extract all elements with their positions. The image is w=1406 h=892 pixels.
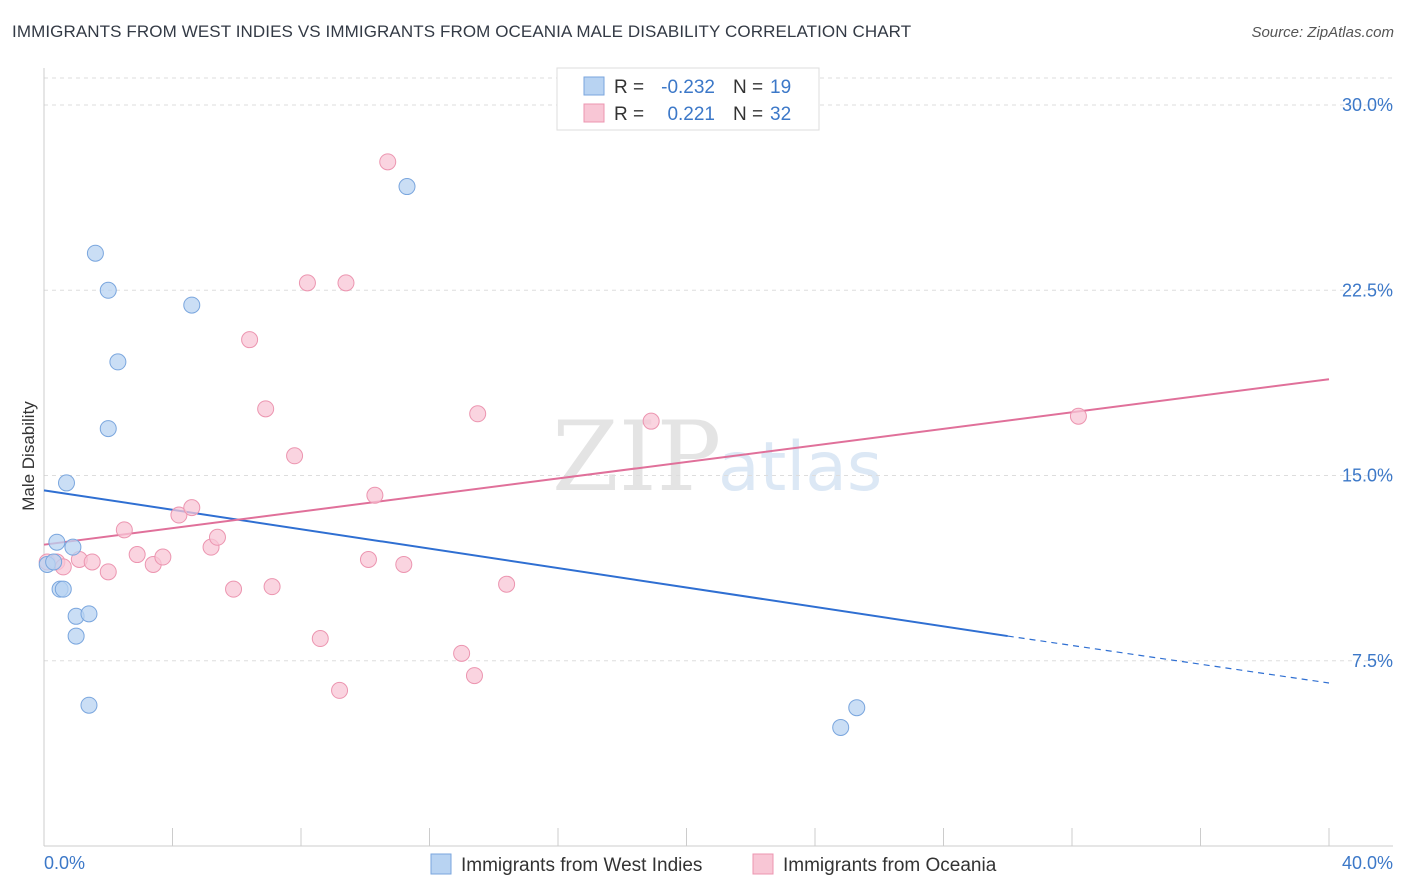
source-label: Source: ZipAtlas.com [1251, 24, 1394, 41]
series-legend: Immigrants from West Indies Immigrants f… [430, 853, 997, 876]
point-west-indies [64, 538, 82, 556]
y-tick-label: 30.0% [1342, 95, 1393, 115]
point-oceania [208, 528, 226, 546]
point-west-indies [57, 474, 75, 492]
point-oceania [225, 580, 243, 598]
point-oceania [379, 153, 397, 171]
point-oceania [337, 274, 355, 292]
point-oceania [469, 405, 487, 423]
y-tick-label: 15.0% [1342, 466, 1393, 486]
point-oceania [257, 400, 275, 418]
point-oceania [395, 555, 413, 573]
point-west-indies [183, 296, 201, 314]
y-axis-tick-labels: 7.5% 15.0% 22.5% 30.0% [1342, 95, 1393, 671]
trend-line-west-indies-extension [1007, 635, 1330, 684]
legend-n-value-1: 19 [770, 77, 791, 98]
point-oceania [311, 630, 329, 648]
point-west-indies [67, 627, 85, 645]
point-oceania [286, 447, 304, 465]
watermark-zip: ZIP [552, 401, 721, 513]
point-oceania [1069, 407, 1087, 425]
trend-line-west-indies [43, 489, 1008, 638]
point-oceania [183, 499, 201, 517]
point-west-indies [86, 244, 104, 262]
point-west-indies [99, 420, 117, 438]
point-oceania [154, 548, 172, 566]
data-points [38, 153, 1087, 736]
legend-swatch-blue [583, 76, 605, 96]
point-west-indies [832, 718, 850, 736]
point-west-indies [45, 553, 63, 571]
chart-title: IMMIGRANTS FROM WEST INDIES VS IMMIGRANT… [12, 22, 912, 41]
y-tick-label: 22.5% [1342, 280, 1393, 300]
gridlines [44, 77, 1393, 662]
x-axis-ticks [43, 828, 1330, 846]
point-west-indies [848, 699, 866, 717]
legend-r-value-2: 0.221 [667, 104, 715, 125]
point-oceania [241, 331, 259, 349]
point-west-indies [398, 178, 416, 196]
series-legend-swatch-west-indies [430, 853, 452, 875]
point-oceania [170, 506, 188, 524]
point-oceania [642, 412, 660, 430]
legend-r-label-2: R = [614, 104, 644, 125]
point-west-indies [54, 580, 72, 598]
legend-swatch-pink [583, 103, 605, 123]
point-west-indies [109, 353, 127, 371]
y-axis-label: Male Disability [19, 401, 38, 511]
point-oceania [453, 644, 471, 662]
point-oceania [128, 546, 146, 564]
y-tick-label: 7.5% [1352, 651, 1393, 671]
point-oceania [465, 667, 483, 685]
point-oceania [115, 521, 133, 539]
point-oceania [498, 575, 516, 593]
series-legend-label-west-indies: Immigrants from West Indies [461, 855, 702, 876]
point-oceania [83, 553, 101, 571]
x-tick-label-min: 0.0% [44, 853, 85, 873]
point-oceania [263, 578, 281, 596]
point-west-indies [99, 281, 117, 299]
series-legend-swatch-oceania [752, 853, 774, 875]
legend-r-value-1: -0.232 [661, 77, 715, 98]
legend-n-label-2: N = [733, 104, 763, 125]
point-oceania [331, 681, 349, 699]
legend-n-value-2: 32 [770, 104, 791, 125]
point-oceania [366, 486, 384, 504]
point-oceania [99, 563, 117, 581]
point-west-indies [48, 533, 66, 551]
point-oceania [359, 550, 377, 568]
legend-r-label-1: R = [614, 77, 644, 98]
trend-line-oceania [43, 378, 1330, 546]
x-tick-label-max: 40.0% [1342, 853, 1393, 873]
point-oceania [298, 274, 316, 292]
point-west-indies [80, 605, 98, 623]
point-west-indies [80, 696, 98, 714]
series-legend-label-oceania: Immigrants from Oceania [783, 855, 997, 876]
trend-lines [43, 378, 1330, 684]
stats-legend: R = -0.232 N = 19 R = 0.221 N = 32 [556, 67, 820, 131]
legend-n-label-1: N = [733, 77, 763, 98]
